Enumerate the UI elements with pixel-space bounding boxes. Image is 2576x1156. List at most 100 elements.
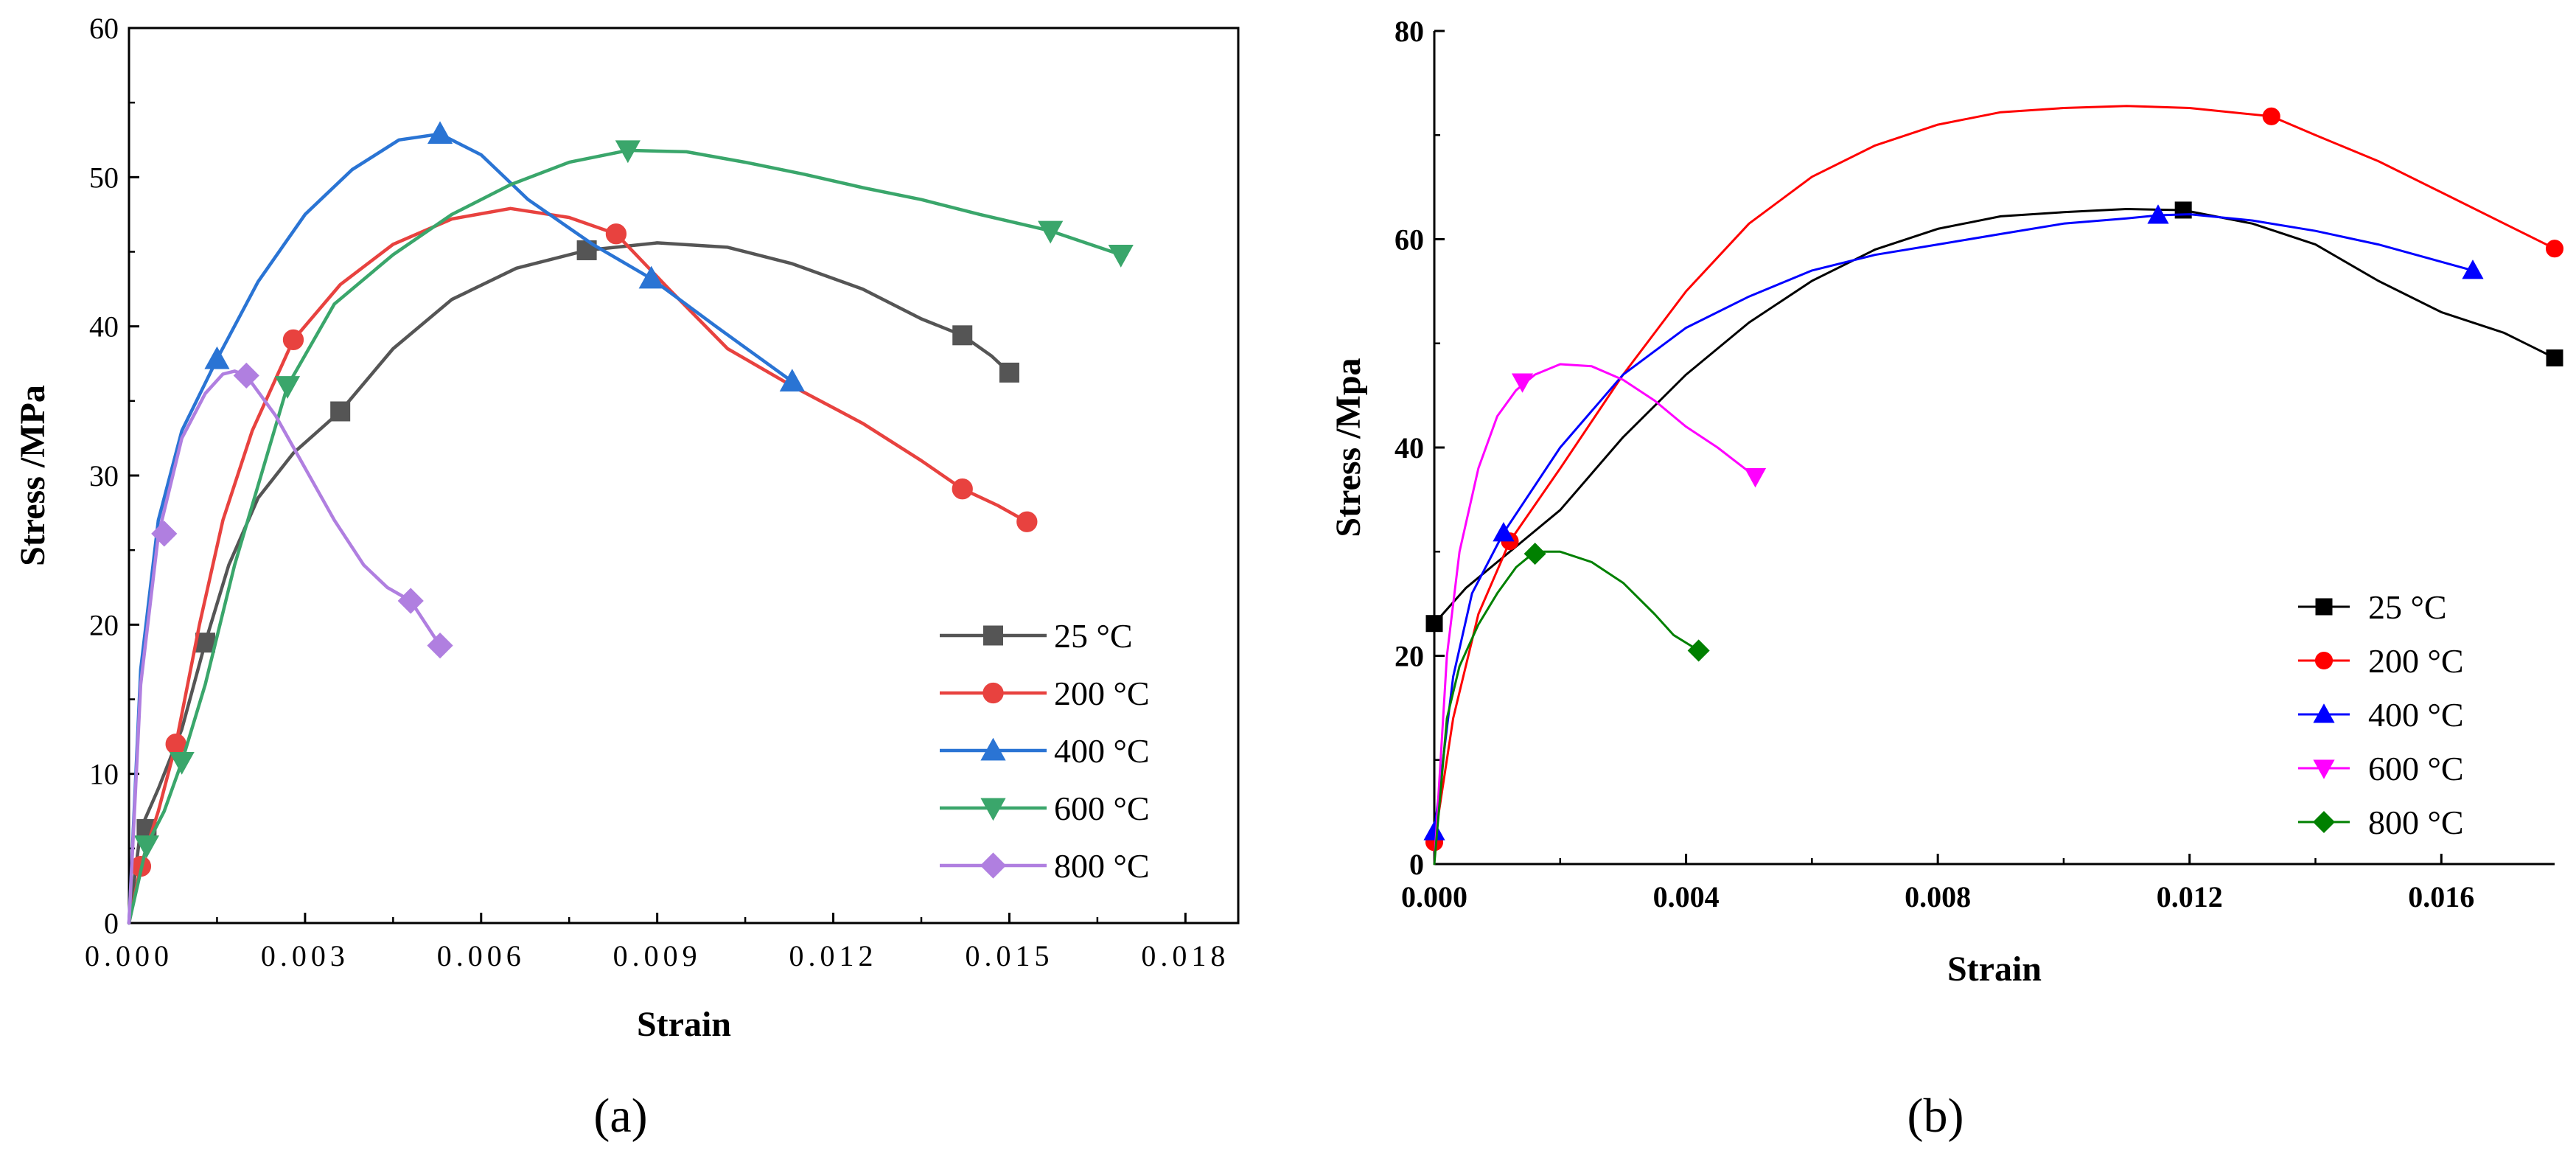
- legend-marker: [982, 682, 1004, 704]
- data-point: [605, 223, 627, 245]
- legend: 25 °C 200 °C 400 °C 600 °C 800 °C: [940, 617, 1150, 885]
- data-point: [133, 835, 159, 859]
- data-point: [282, 329, 304, 351]
- legend-marker: [2314, 651, 2334, 670]
- data-point: [952, 478, 973, 500]
- chart-panel-b: 0 20 40 60 80 0.000 0.004 0.008 0.012 0.016 25 °C…: [1329, 15, 2564, 1143]
- legend-label: 200 °C: [2368, 642, 2464, 680]
- data-point: [1744, 468, 1767, 488]
- legend-marker: [983, 625, 1003, 646]
- y-axis-label: Stress /MPa: [13, 385, 52, 566]
- data-point: [204, 346, 230, 369]
- legend-label: 800 °C: [1054, 847, 1150, 885]
- series-line: [1433, 208, 2556, 625]
- data-point: [2546, 349, 2563, 367]
- panel-caption: (a): [593, 1089, 647, 1143]
- legend-marker: [2313, 703, 2335, 723]
- series-1: [1425, 201, 2563, 633]
- data-point: [397, 588, 424, 614]
- y-tick-label: 80: [1395, 15, 1424, 48]
- data-point: [2174, 201, 2192, 219]
- x-tick-label: 0.016: [2408, 880, 2474, 913]
- x-tick-label: 0.015: [965, 939, 1053, 972]
- series-line: [127, 241, 1011, 925]
- x-tick-label: 0.009: [613, 939, 702, 972]
- data-point: [2462, 260, 2484, 279]
- legend-marker: [980, 737, 1006, 761]
- y-tick-label: 50: [89, 161, 119, 194]
- legend-label: 600 °C: [2368, 750, 2464, 787]
- data-point: [1493, 522, 1515, 542]
- data-point: [1511, 373, 1534, 393]
- data-point: [2545, 240, 2564, 258]
- legend-label: 25 °C: [1054, 617, 1133, 655]
- series-line: [1433, 105, 2556, 843]
- y-tick-label: 30: [89, 459, 119, 492]
- legend-label: 800 °C: [2368, 804, 2464, 841]
- x-axis-label: Strain: [637, 1005, 731, 1044]
- y-tick-label: 60: [1395, 223, 1424, 257]
- series-line: [127, 148, 1123, 925]
- data-point: [274, 376, 301, 399]
- chart-panel-a: 0 10 20 30 40 50 60 0.000 0.003 0.006 0.009 0.012 0.…: [13, 12, 1240, 1143]
- legend-marker: [2312, 810, 2336, 834]
- series-3: [127, 121, 805, 925]
- legend-label: 400 °C: [1054, 732, 1150, 770]
- legend-label: 600 °C: [1054, 790, 1150, 827]
- data-point: [1425, 615, 1443, 633]
- series-line: [1433, 213, 2474, 833]
- legend-label: 200 °C: [1054, 675, 1150, 712]
- data-point: [1016, 511, 1038, 532]
- x-tick-label: 0.000: [1401, 880, 1467, 913]
- legend-label: 400 °C: [2368, 696, 2464, 734]
- x-axis-label: Strain: [1947, 950, 2042, 989]
- data-point: [1038, 220, 1064, 244]
- x-tick-label: 0.012: [2157, 880, 2223, 913]
- x-tick-label: 0.012: [789, 939, 878, 972]
- legend-marker: [2313, 759, 2335, 779]
- y-tick-label: 40: [89, 310, 119, 344]
- data-point: [779, 369, 805, 392]
- y-axis-label: Stress /Mpa: [1329, 358, 1368, 537]
- data-point: [427, 121, 453, 144]
- data-point: [195, 633, 216, 653]
- plot-frame: [128, 27, 1240, 925]
- y-tick-label: 0: [1409, 848, 1424, 881]
- series-5: [127, 362, 453, 925]
- data-point: [427, 633, 453, 659]
- y-tick-label: 40: [1395, 431, 1424, 464]
- y-tick-label: 10: [89, 758, 119, 791]
- series-2: [127, 206, 1038, 925]
- x-tick-label: 0.008: [1905, 880, 1971, 913]
- y-tick-label: 0: [104, 907, 119, 940]
- x-tick-label: 0.018: [1141, 939, 1229, 972]
- legend-marker: [980, 798, 1006, 821]
- data-point: [2262, 107, 2280, 125]
- series-4: [1433, 363, 1767, 866]
- series-line: [127, 206, 1029, 925]
- axes: 0 10 20 30 40 50 60 0.000 0.003 0.006 0.009 0.012 0.…: [85, 12, 1240, 972]
- legend: 25 °C 200 °C 400 °C 600 °C 800 °C: [2298, 588, 2464, 841]
- x-tick-label: 0.003: [261, 939, 349, 972]
- data-point: [999, 362, 1019, 383]
- x-tick-label: 0.004: [1653, 880, 1720, 913]
- data-point: [165, 734, 186, 755]
- legend-marker: [2315, 598, 2333, 616]
- data-point: [1687, 639, 1710, 662]
- data-point: [233, 362, 259, 389]
- y-tick-label: 20: [1395, 640, 1424, 673]
- axes: 0 20 40 60 80 0.000 0.004 0.008 0.012 0.016: [1395, 15, 2555, 913]
- series-3: [1423, 204, 2484, 840]
- y-tick-label: 60: [89, 12, 119, 45]
- data-point: [169, 751, 195, 775]
- x-tick-label: 0.006: [437, 939, 526, 972]
- legend-marker: [980, 852, 1007, 879]
- data-point: [151, 520, 178, 547]
- data-point: [330, 401, 351, 422]
- data-point: [1108, 245, 1134, 268]
- series-line: [1433, 550, 1700, 866]
- x-tick-label: 0.000: [85, 939, 173, 972]
- panel-caption: (b): [1907, 1089, 1964, 1143]
- series-1: [127, 240, 1019, 925]
